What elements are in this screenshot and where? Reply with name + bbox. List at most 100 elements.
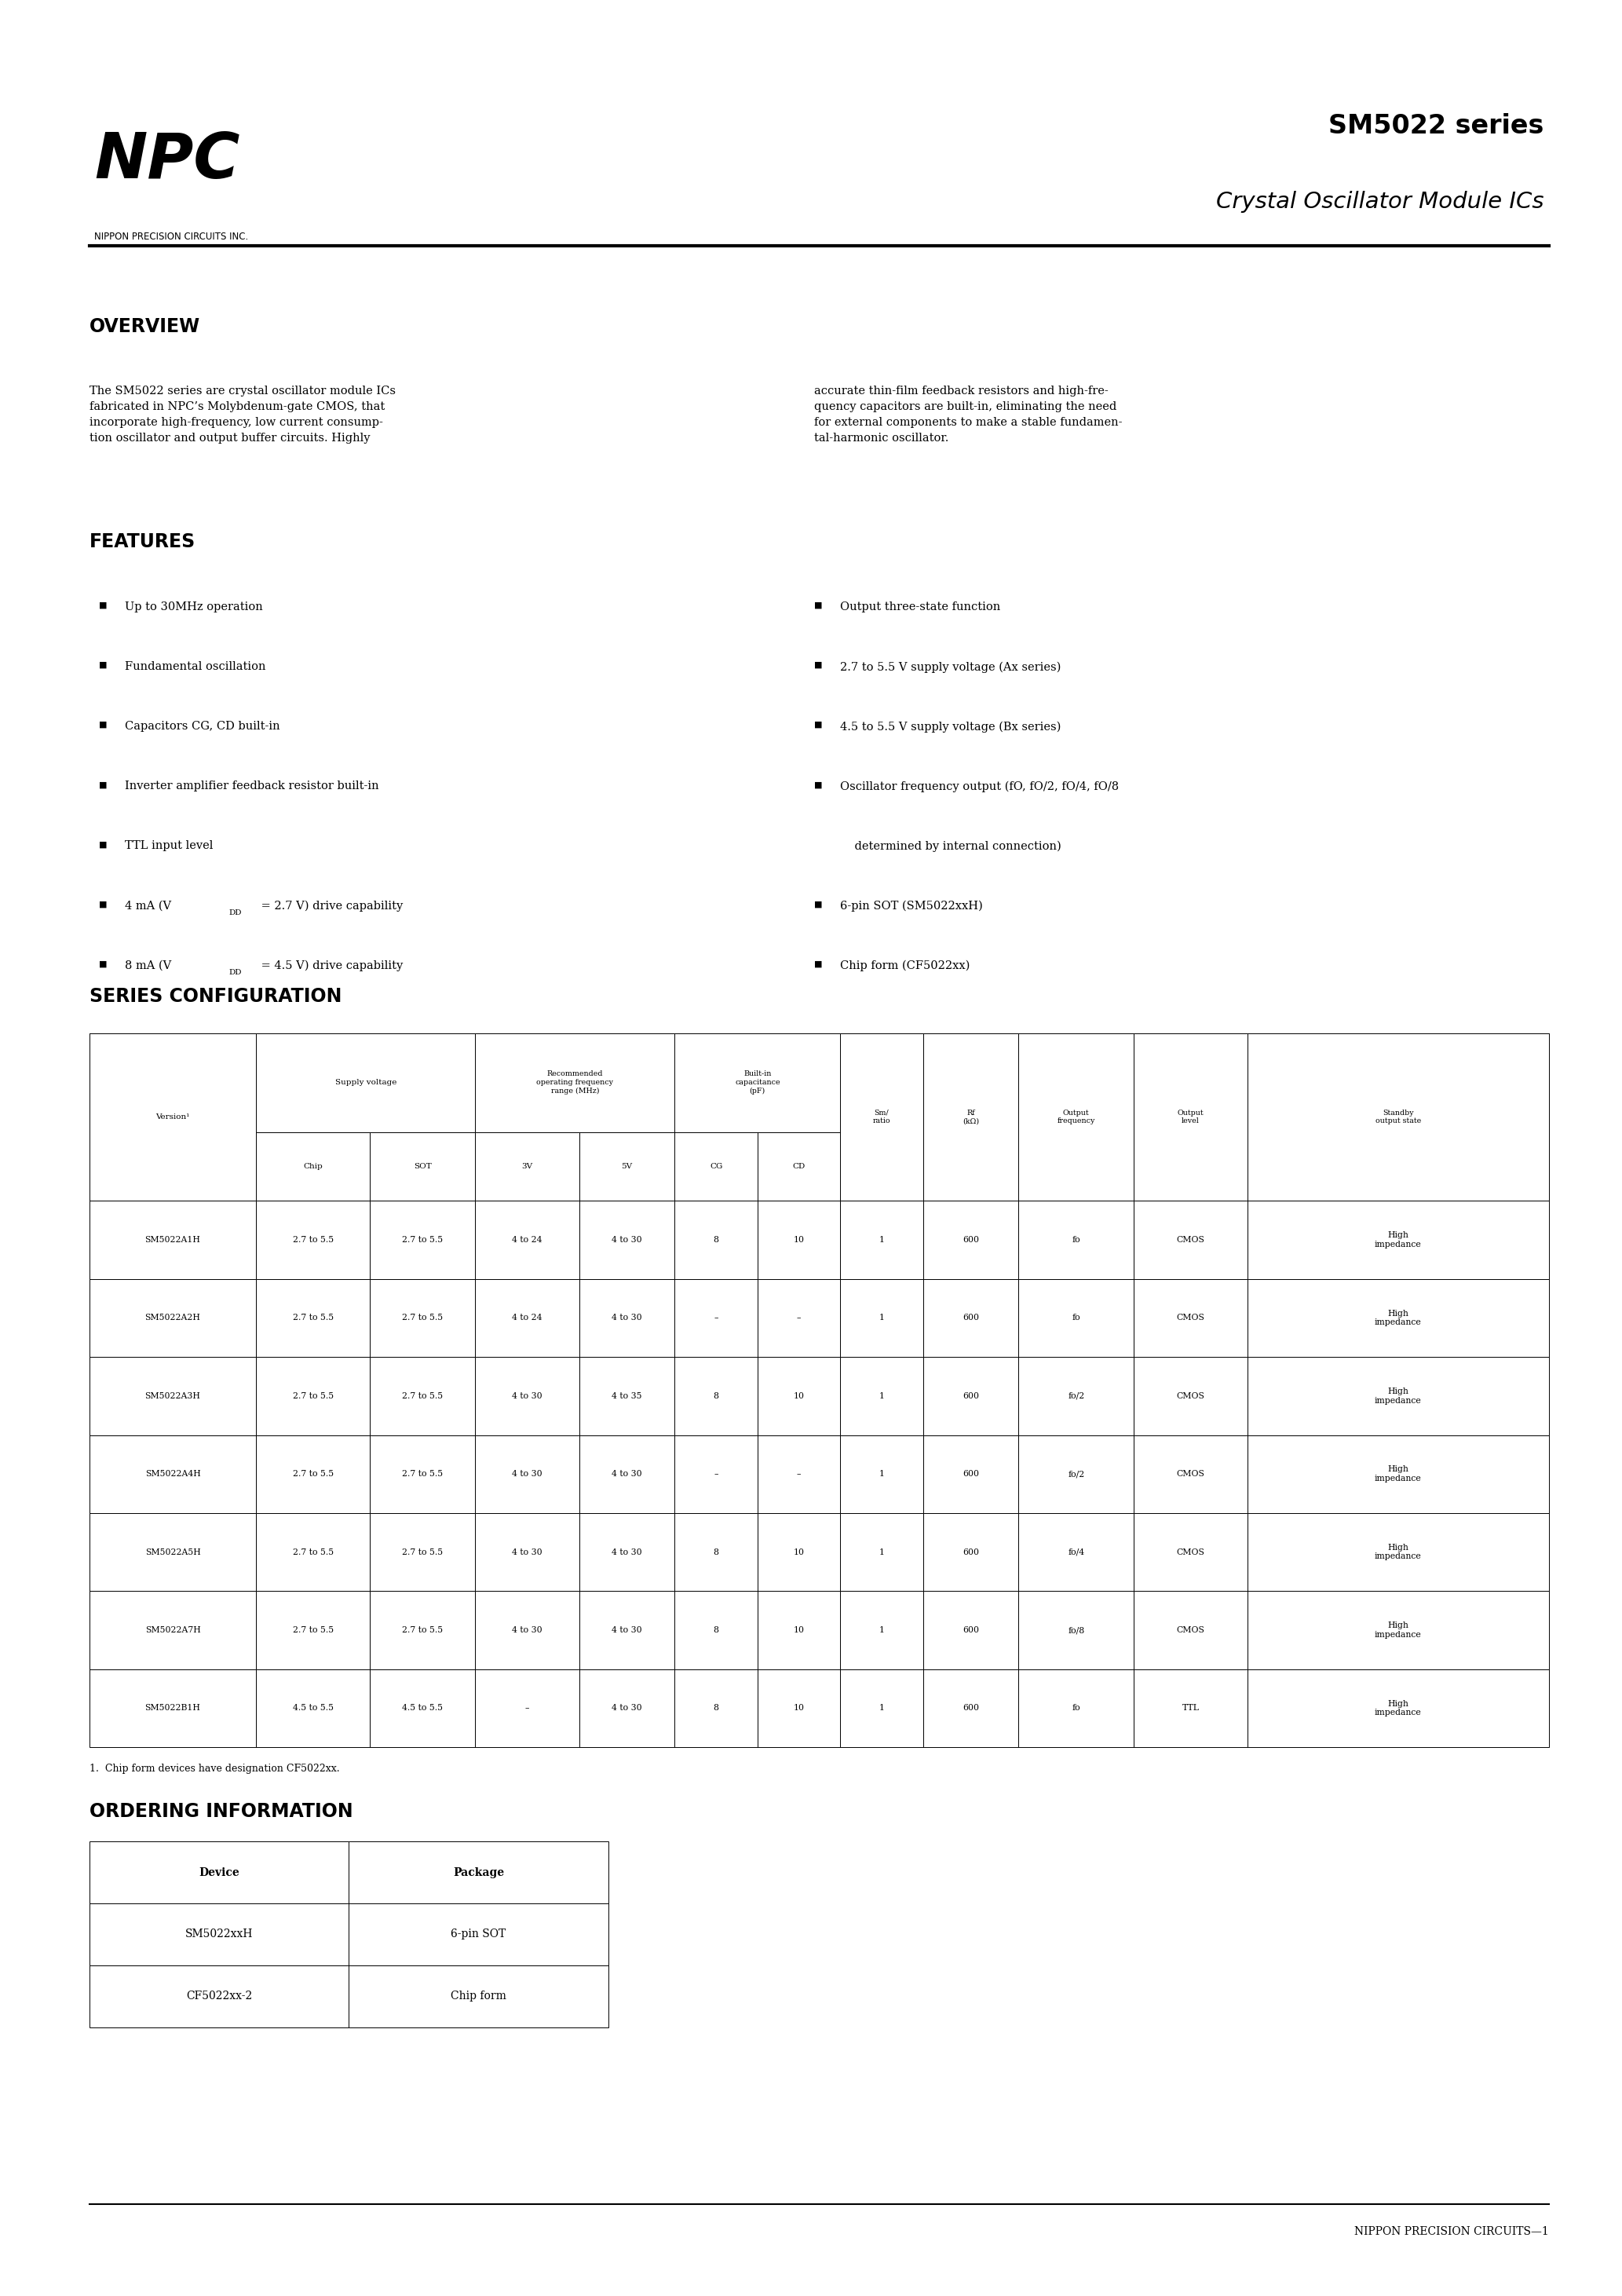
Text: –: –	[714, 1313, 719, 1322]
Text: Sm/
ratio: Sm/ ratio	[873, 1109, 890, 1125]
Bar	[89, 1965, 349, 2027]
Text: Version¹: Version¹	[156, 1114, 190, 1120]
Text: High
impedance: High impedance	[1375, 1543, 1421, 1561]
Bar	[923, 1435, 1019, 1513]
Text: High
impedance: High impedance	[1375, 1465, 1421, 1483]
Text: 4 to 30: 4 to 30	[611, 1469, 642, 1479]
Text: ■: ■	[99, 960, 107, 967]
Text: Recommended
operating frequency
range (MHz): Recommended operating frequency range (M…	[537, 1070, 613, 1095]
Bar	[1247, 1201, 1549, 1279]
Bar	[923, 1513, 1019, 1591]
Text: Crystal Oscillator Module ICs: Crystal Oscillator Module ICs	[1216, 191, 1544, 214]
Text: CMOS: CMOS	[1176, 1235, 1205, 1244]
Text: SM5022 series: SM5022 series	[1328, 113, 1544, 140]
Text: SM5022A4H: SM5022A4H	[144, 1469, 201, 1479]
Text: 4.5 to 5.5: 4.5 to 5.5	[402, 1704, 443, 1713]
Text: SM5022A5H: SM5022A5H	[144, 1548, 201, 1557]
Text: ■: ■	[99, 840, 107, 847]
Bar	[256, 1279, 370, 1357]
Bar	[840, 1033, 923, 1132]
Text: CD: CD	[793, 1162, 805, 1171]
Text: Inverter amplifier feedback resistor built-in: Inverter amplifier feedback resistor bui…	[125, 781, 380, 792]
Bar	[1247, 1513, 1549, 1591]
Bar	[1019, 1357, 1134, 1435]
Bar	[349, 1841, 608, 1903]
Bar	[370, 1591, 475, 1669]
Bar	[89, 1513, 256, 1591]
Bar	[256, 1435, 370, 1513]
Bar	[840, 1033, 923, 1201]
Text: –: –	[796, 1313, 801, 1322]
Text: CF5022xx-2: CF5022xx-2	[187, 1991, 251, 2002]
Bar	[757, 1201, 840, 1279]
Bar	[757, 1132, 840, 1201]
Text: TTL: TTL	[1182, 1704, 1199, 1713]
Text: 2.7 to 5.5: 2.7 to 5.5	[402, 1626, 443, 1635]
Text: Fundamental oscillation: Fundamental oscillation	[125, 661, 266, 673]
Text: 8: 8	[714, 1626, 719, 1635]
Bar	[1019, 1033, 1134, 1132]
Text: 2.7 to 5.5: 2.7 to 5.5	[292, 1391, 334, 1401]
Bar	[579, 1669, 675, 1747]
Bar	[840, 1591, 923, 1669]
Text: 600: 600	[962, 1235, 980, 1244]
Text: 4 to 24: 4 to 24	[513, 1235, 542, 1244]
Text: 1: 1	[879, 1469, 884, 1479]
Bar	[89, 1132, 256, 1201]
Bar	[1247, 1669, 1549, 1747]
Text: High
impedance: High impedance	[1375, 1699, 1421, 1717]
Text: 2.7 to 5.5: 2.7 to 5.5	[402, 1469, 443, 1479]
Bar	[1019, 1591, 1134, 1669]
Bar	[675, 1279, 757, 1357]
Bar	[1019, 1201, 1134, 1279]
Bar	[840, 1435, 923, 1513]
Text: DD: DD	[229, 909, 242, 916]
Text: SM5022A1H: SM5022A1H	[144, 1235, 201, 1244]
Text: 1: 1	[879, 1548, 884, 1557]
Text: 10: 10	[793, 1704, 805, 1713]
Bar	[757, 1357, 840, 1435]
Text: 2.7 to 5.5: 2.7 to 5.5	[292, 1548, 334, 1557]
Text: ■: ■	[814, 602, 822, 608]
Text: 600: 600	[962, 1469, 980, 1479]
Text: 4 to 30: 4 to 30	[513, 1626, 542, 1635]
Text: CMOS: CMOS	[1176, 1469, 1205, 1479]
Bar	[1019, 1033, 1134, 1201]
Bar	[370, 1201, 475, 1279]
Bar	[256, 1033, 475, 1132]
Text: 1: 1	[879, 1704, 884, 1713]
Bar	[475, 1201, 579, 1279]
Text: 8: 8	[714, 1548, 719, 1557]
Text: 2.7 to 5.5: 2.7 to 5.5	[292, 1313, 334, 1322]
Bar	[1134, 1357, 1247, 1435]
Bar	[349, 1965, 608, 2027]
Text: Capacitors CG, CD built-in: Capacitors CG, CD built-in	[125, 721, 281, 732]
Text: Chip: Chip	[303, 1162, 323, 1171]
Bar	[923, 1591, 1019, 1669]
Text: 10: 10	[793, 1548, 805, 1557]
Bar	[475, 1132, 579, 1201]
Bar	[256, 1513, 370, 1591]
Bar	[923, 1279, 1019, 1357]
Bar	[840, 1201, 923, 1279]
Text: –: –	[526, 1704, 529, 1713]
Bar	[89, 1903, 349, 1965]
Text: fo: fo	[1072, 1235, 1080, 1244]
Bar	[1247, 1132, 1549, 1201]
Text: SM5022A7H: SM5022A7H	[144, 1626, 201, 1635]
Bar	[1247, 1357, 1549, 1435]
Text: –: –	[714, 1469, 719, 1479]
Bar	[1247, 1033, 1549, 1201]
Bar	[1134, 1513, 1247, 1591]
Text: High
impedance: High impedance	[1375, 1231, 1421, 1249]
Bar	[923, 1357, 1019, 1435]
Bar	[1247, 1435, 1549, 1513]
Bar	[675, 1669, 757, 1747]
Text: Chip form: Chip form	[451, 1991, 506, 2002]
Bar	[256, 1132, 370, 1201]
Text: 1: 1	[879, 1235, 884, 1244]
Text: Package: Package	[453, 1867, 504, 1878]
Text: = 4.5 V) drive capability: = 4.5 V) drive capability	[258, 960, 404, 971]
Text: 1.  Chip form devices have designation CF5022xx.: 1. Chip form devices have designation CF…	[89, 1763, 339, 1773]
Text: 10: 10	[793, 1626, 805, 1635]
